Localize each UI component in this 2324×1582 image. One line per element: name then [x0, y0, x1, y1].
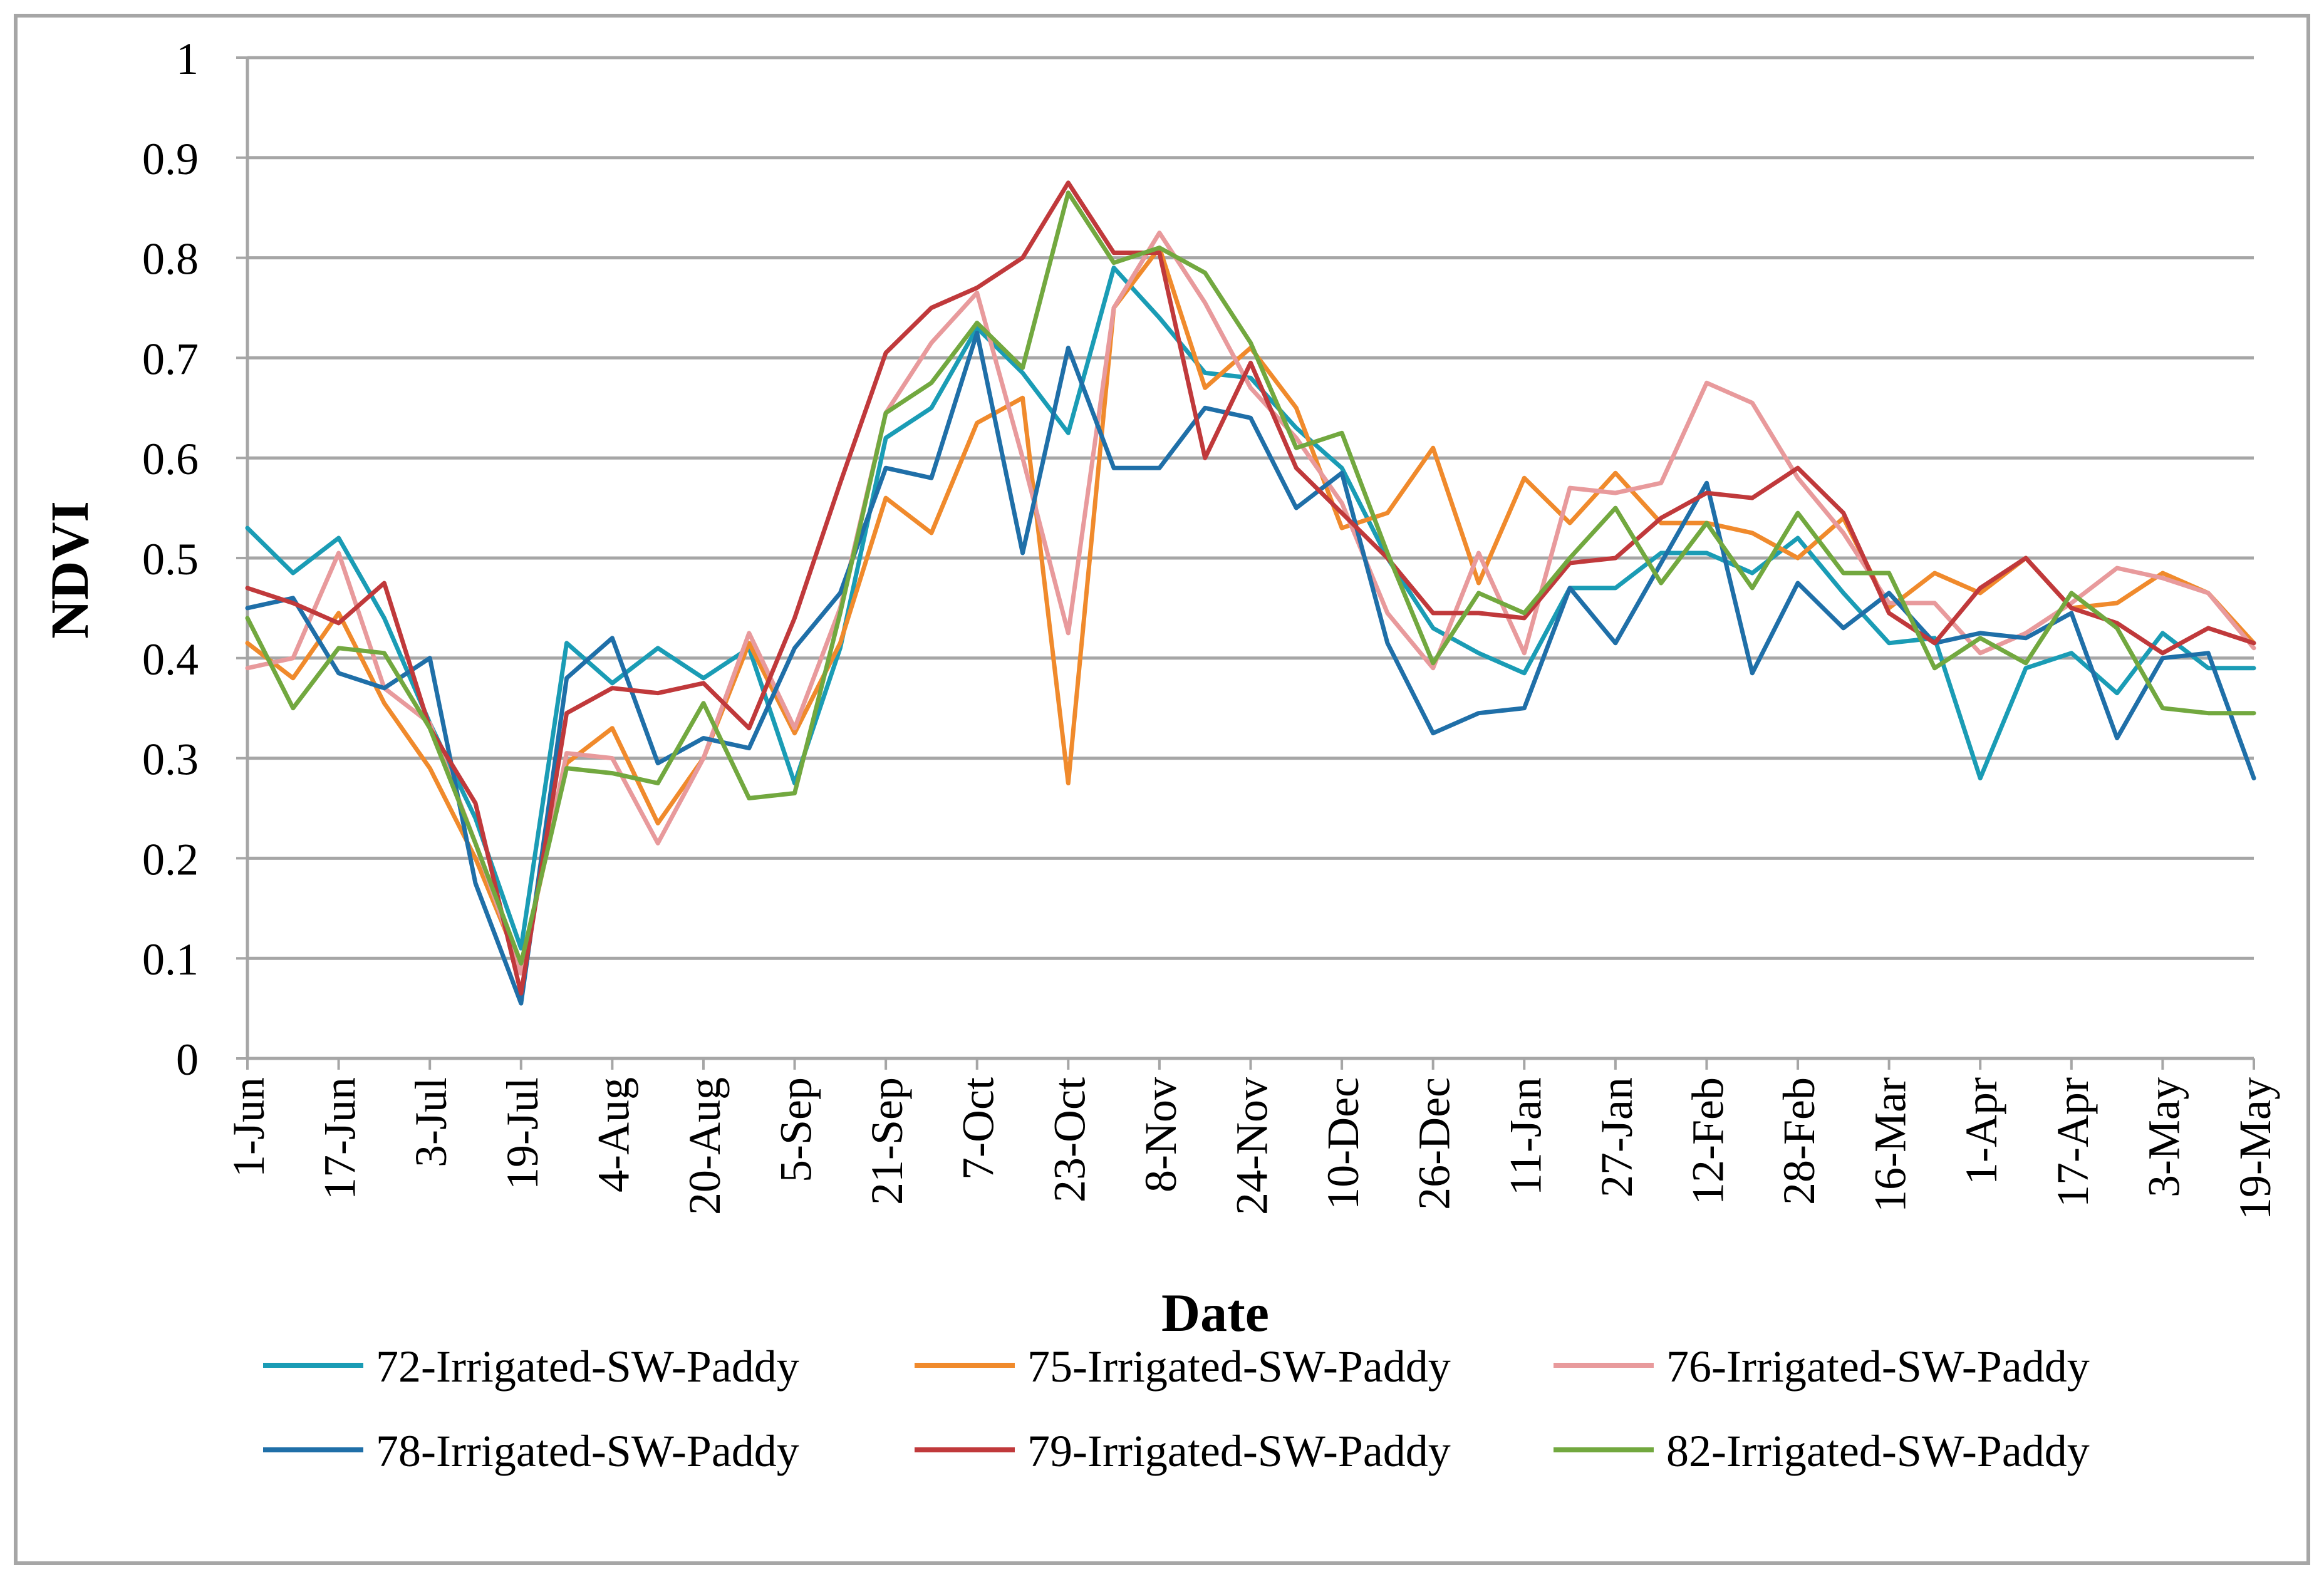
x-tick-label: 5-Sep: [771, 1077, 821, 1182]
x-tick-label: 4-Aug: [588, 1077, 638, 1192]
series-line-82-irrigated-sw-paddy: [245, 190, 2256, 966]
x-tick-label: 17-Apr: [2048, 1077, 2098, 1207]
x-tick-label: 1-Jun: [224, 1077, 274, 1177]
y-tick-label: 0.8: [142, 234, 199, 284]
x-tick-label: 19-Jul: [497, 1077, 547, 1190]
legend-label: 72-Irrigated-SW-Paddy: [376, 1342, 799, 1392]
series-line-76-irrigated-sw-paddy: [245, 230, 2256, 976]
x-tick-label: 1-Apr: [1956, 1077, 2006, 1185]
y-tick-label: 0.4: [142, 634, 199, 685]
y-tick-label: 0.2: [142, 834, 199, 884]
y-tick-label: 0.7: [142, 334, 199, 384]
y-tick-label: 0.9: [142, 134, 199, 184]
x-tick-label: 3-May: [2139, 1077, 2189, 1197]
x-tick-label: 7-Oct: [953, 1077, 1004, 1180]
x-tick-label: 17-Jun: [315, 1077, 365, 1200]
x-tick-label: 16-Mar: [1865, 1077, 1916, 1212]
legend: 72-Irrigated-SW-Paddy 75-Irrigated-SW-Pad…: [263, 1342, 2090, 1476]
y-tick-label: 0: [176, 1035, 199, 1085]
x-tick-label: 10-Dec: [1318, 1077, 1368, 1210]
series-group: [245, 180, 2256, 1006]
x-tick-label: 28-Feb: [1774, 1077, 1824, 1205]
x-tick-label: 21-Sep: [862, 1077, 912, 1205]
legend-label: 78-Irrigated-SW-Paddy: [376, 1426, 799, 1476]
x-tick-label: 3-Jul: [406, 1077, 456, 1167]
x-tick-label: 20-Aug: [680, 1077, 730, 1215]
x-tick-label: 12-Feb: [1683, 1077, 1733, 1205]
y-axis-label: NDVI: [39, 501, 100, 639]
y-tick-label: 0.1: [142, 934, 199, 985]
y-tick-label: 1: [176, 34, 199, 84]
y-tick-label: 0.5: [142, 534, 199, 584]
x-tick-label: 11-Jan: [1500, 1077, 1550, 1196]
legend-label: 79-Irrigated-SW-Paddy: [1027, 1426, 1451, 1476]
y-tick-label: 0.3: [142, 735, 199, 785]
x-tick-label: 24-Nov: [1227, 1077, 1277, 1215]
legend-label: 76-Irrigated-SW-Paddy: [1666, 1342, 2090, 1392]
x-tick-label: 26-Dec: [1409, 1077, 1460, 1210]
x-tick-label: 27-Jan: [1592, 1077, 1642, 1197]
x-tick-label: 23-Oct: [1044, 1077, 1094, 1202]
x-tick-label: 8-Nov: [1136, 1077, 1186, 1192]
x-tick-label: 19-May: [2230, 1077, 2280, 1220]
series-line-78-irrigated-sw-paddy: [245, 331, 2256, 1006]
axes: 0 0.1 0.2 0.3 0.4 0.5 0.6 0.7 0.8 0.9 1 1-Jun 17-Jun…: [142, 34, 2280, 1220]
legend-label: 82-Irrigated-SW-Paddy: [1666, 1426, 2090, 1476]
gridlines: [247, 56, 2254, 960]
legend-label: 75-Irrigated-SW-Paddy: [1027, 1342, 1451, 1392]
x-axis-label: Date: [1161, 1283, 1269, 1343]
y-tick-label: 0.6: [142, 434, 199, 484]
chart-border: [14, 14, 2310, 1565]
